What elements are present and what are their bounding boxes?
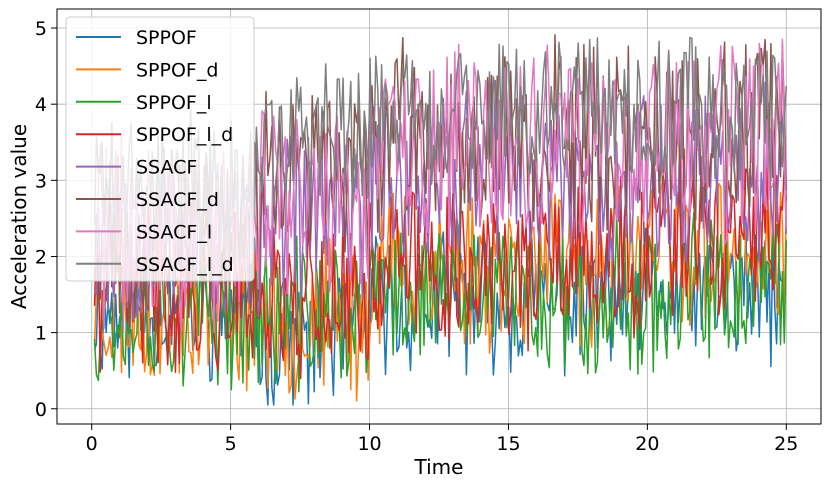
legend-label: SPPOF_d: [136, 59, 218, 81]
x-tick-label: 10: [357, 433, 381, 455]
legend-label: SSACF_l: [136, 221, 212, 243]
legend-label: SPPOF_l_d: [136, 124, 233, 146]
x-tick-label: 20: [635, 433, 659, 455]
axes-frame: [56, 8, 822, 425]
legend-label: SPPOF: [136, 27, 197, 49]
y-tick-label: 4: [35, 94, 47, 116]
y-tick-label: 5: [35, 18, 47, 40]
legend-label: SSACF_d: [136, 189, 219, 211]
legend-label: SSACF: [136, 157, 197, 179]
x-axis-label: Time: [414, 455, 464, 479]
x-tick-label: 25: [774, 433, 798, 455]
y-tick-label: 2: [35, 246, 47, 268]
y-tick-label: 1: [35, 323, 47, 345]
x-tick-label: 0: [86, 433, 98, 455]
legend-box: [65, 16, 255, 282]
y-tick-label: 3: [35, 170, 47, 192]
ticks: 0 5 10 15 20 25 0 1 2 3 4 5: [35, 18, 798, 455]
y-axis-label: Acceleration value: [7, 124, 31, 309]
legend: SPPOF SPPOF_d SPPOF_l SPPOF_l_d SSACF SSACF_d…: [65, 16, 255, 282]
legend-label: SPPOF_l: [136, 92, 212, 114]
y-tick-label: 0: [35, 399, 47, 421]
legend-label: SSACF_l_d: [136, 254, 234, 276]
x-tick-label: 5: [225, 433, 237, 455]
x-tick-label: 15: [496, 433, 520, 455]
